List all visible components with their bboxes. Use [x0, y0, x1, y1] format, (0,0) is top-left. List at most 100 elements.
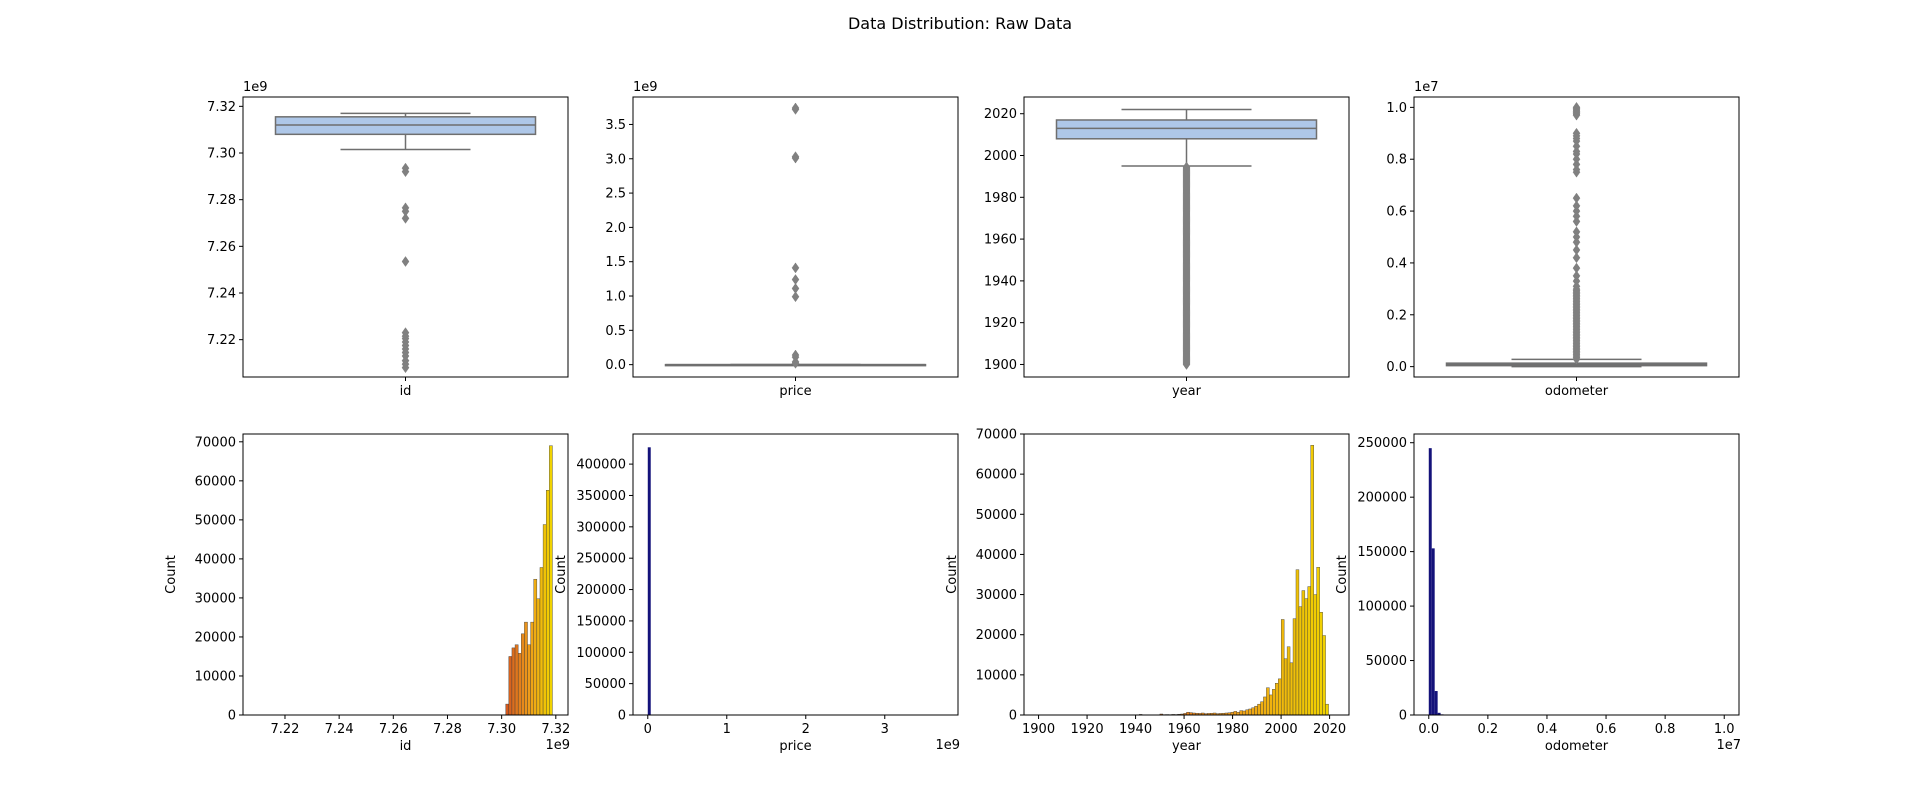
- x-tick-label: 0: [644, 722, 652, 737]
- x-tick-label: 0.8: [1655, 722, 1676, 737]
- y-tick-label: 30000: [195, 591, 236, 606]
- x-tick-label: 1980: [1216, 722, 1249, 737]
- y-tick-label: 50000: [976, 508, 1017, 523]
- box-iqr: [1055, 119, 1318, 140]
- y-tick-label: 7.32: [207, 100, 236, 115]
- y-tick-label: 40000: [195, 552, 236, 567]
- y-tick-label: 60000: [195, 474, 236, 489]
- y-tick-label: 1980: [984, 191, 1017, 206]
- y-tick-label: 20000: [195, 630, 236, 645]
- y-tick-label: 200000: [576, 583, 626, 598]
- axes-frame: [242, 433, 569, 716]
- x-tick-label: odometer: [1545, 384, 1609, 399]
- y-tick-label: 7.24: [207, 287, 236, 302]
- histogram-bar: [1242, 710, 1246, 716]
- histogram-bar: [1251, 707, 1255, 716]
- y-tick-label: 50000: [195, 513, 236, 528]
- y-tick-label: 250000: [1357, 436, 1407, 451]
- panel-hist-price: 0 50000 100000 150000 200000 250000 300000 3500…: [554, 433, 960, 754]
- x-tick-label: id: [400, 384, 412, 399]
- histogram-bar: [1260, 701, 1264, 716]
- x-offset-label: 1e9: [545, 738, 570, 753]
- histogram-bar: [1289, 662, 1294, 716]
- y-tick-label: 7.22: [207, 333, 236, 348]
- y-tick-label: 1.0: [1386, 101, 1407, 116]
- outlier-marker: [401, 362, 410, 374]
- y-tick-label: 2000: [984, 149, 1017, 164]
- histogram-bar: [511, 647, 516, 716]
- histogram-bar: [1437, 712, 1441, 715]
- y-tick-label: 1940: [984, 274, 1017, 289]
- y-tick-label: 2020: [984, 107, 1017, 122]
- histogram-bar: [1428, 448, 1432, 715]
- x-tick-label: 2: [802, 722, 810, 737]
- figure-title: Data Distribution: Raw Data: [848, 14, 1072, 33]
- y-tick-label: 60000: [976, 468, 1017, 483]
- outlier-marker: [401, 256, 410, 267]
- y-tick-label: 100000: [576, 646, 626, 661]
- y-tick-label: 70000: [976, 428, 1017, 443]
- histogram-bar: [527, 644, 531, 716]
- histogram-bar: [539, 567, 544, 716]
- axes-frame: [1413, 96, 1740, 378]
- x-tick-label: 0.4: [1537, 722, 1558, 737]
- panel-box-id: 7.22 7.24 7.26 7.28 7.30 7.32 1e9 id: [207, 80, 569, 399]
- y-tick-label: 350000: [576, 489, 626, 504]
- x-tick-label: year: [1172, 384, 1202, 399]
- y-axis-label: Count: [554, 555, 569, 594]
- x-tick-label: 1920: [1071, 722, 1104, 737]
- x-tick-label: 0.0: [1418, 722, 1439, 737]
- y-tick-label: 7.28: [207, 193, 236, 208]
- histogram-bar: [1301, 590, 1306, 716]
- x-tick-label: 1: [723, 722, 731, 737]
- histogram-bar: [505, 703, 510, 716]
- axes-frame: [242, 96, 569, 378]
- outlier-marker: [791, 262, 800, 274]
- histogram-bar: [1257, 703, 1261, 716]
- x-offset-label: 1e7: [1716, 738, 1741, 753]
- outlier-marker: [1572, 283, 1581, 295]
- histogram-bar: [1431, 548, 1435, 715]
- y-tick-label: 0.0: [1386, 360, 1407, 375]
- outlier-marker: [401, 166, 410, 178]
- y-tick-label: 0.6: [1386, 205, 1407, 220]
- axes-frame: [632, 96, 959, 378]
- histogram-bar: [1307, 586, 1311, 716]
- histogram-bar: [1319, 612, 1323, 716]
- y-tick-label: 0: [1009, 709, 1017, 724]
- x-axis-label: id: [400, 739, 412, 754]
- histogram-bar: [1434, 691, 1438, 715]
- y-tick-label: 1900: [984, 358, 1017, 373]
- panel-hist-odometer: 0 50000 100000 150000 200000 250000 0.0 0.2 0.4 0…: [1335, 433, 1741, 754]
- y-tick-label: 3.5: [605, 118, 626, 133]
- y-tick-label: 150000: [1357, 545, 1407, 560]
- x-tick-label: 1960: [1168, 722, 1201, 737]
- y-tick-label: 250000: [576, 552, 626, 567]
- y-tick-label: 50000: [585, 677, 626, 692]
- histogram-bar: [1254, 705, 1258, 716]
- x-tick-label: 7.28: [433, 722, 462, 737]
- x-axis-label: year: [1172, 739, 1202, 754]
- histogram-bar: [549, 445, 553, 716]
- axes-frame: [1023, 96, 1350, 378]
- x-tick-label: 1900: [1022, 722, 1055, 737]
- y-tick-label: 10000: [976, 668, 1017, 683]
- x-tick-label: 7.22: [271, 722, 300, 737]
- histogram-bar: [1313, 594, 1317, 716]
- outlier-marker: [401, 212, 410, 224]
- histogram-bar: [1278, 678, 1282, 716]
- y-tick-label: 0: [1399, 709, 1407, 724]
- outlier-marker: [791, 152, 800, 164]
- x-axis-label: odometer: [1545, 739, 1609, 754]
- y-tick-label: 40000: [976, 548, 1017, 563]
- histogram-bar: [1233, 711, 1238, 716]
- histogram-bar: [530, 621, 534, 716]
- histogram-bar: [1269, 694, 1273, 716]
- y-offset-label: 1e9: [243, 80, 268, 95]
- y-tick-label: 300000: [576, 520, 626, 535]
- x-tick-label: 1.0: [1714, 722, 1735, 737]
- histogram-bar: [1239, 710, 1243, 716]
- y-tick-label: 0.4: [1386, 256, 1407, 271]
- axes-frame: [1023, 433, 1350, 716]
- panel-hist-id: 0 10000 20000 30000 40000 50000 60000 70000 7.22…: [164, 433, 570, 754]
